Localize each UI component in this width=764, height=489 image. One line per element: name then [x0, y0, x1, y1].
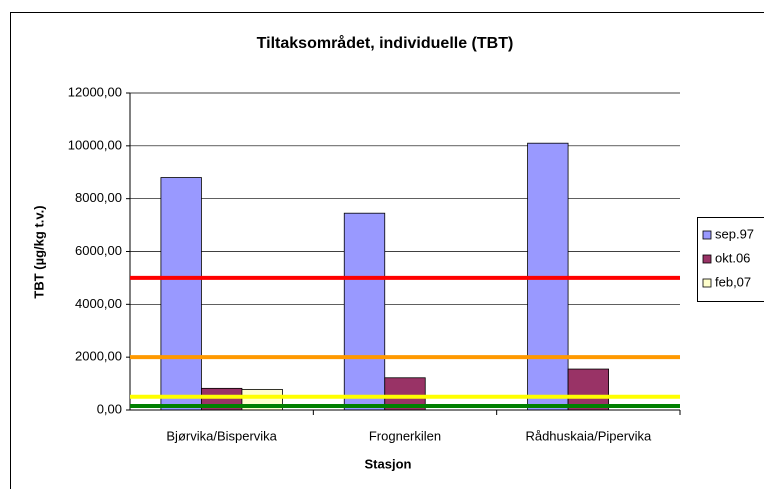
bar: [343, 212, 386, 411]
y-tick-label: 6000,00: [75, 243, 122, 258]
x-axis-title: Stasjon: [365, 456, 412, 471]
x-tick-label: Frognerkilen: [369, 428, 441, 443]
y-tick-label: 10000,00: [68, 137, 122, 152]
chart-frame: [10, 12, 764, 489]
legend-swatch: [702, 254, 712, 264]
legend-swatch: [702, 230, 712, 240]
legend-label: okt.06: [715, 250, 750, 265]
bar: [160, 177, 202, 411]
legend-label: sep.97: [715, 226, 754, 241]
y-tick-label: 12000,00: [68, 84, 122, 99]
y-tick-label: 8000,00: [75, 190, 122, 205]
chart-title: Tiltaksområdet, individuelle (TBT): [257, 34, 514, 52]
y-tick-label: 4000,00: [75, 296, 122, 311]
y-axis-title: TBT (µg/kg t.v.): [31, 205, 46, 298]
x-tick-label: Rådhuskaia/Pipervika: [525, 428, 652, 443]
y-tick-label: 2000,00: [75, 349, 122, 364]
legend-label: feb,07: [715, 274, 751, 289]
bar: [567, 368, 609, 411]
legend-swatch: [702, 278, 712, 288]
y-tick-label: 0,00: [97, 401, 122, 416]
x-tick-label: Bjørvika/Bispervika: [166, 428, 277, 443]
